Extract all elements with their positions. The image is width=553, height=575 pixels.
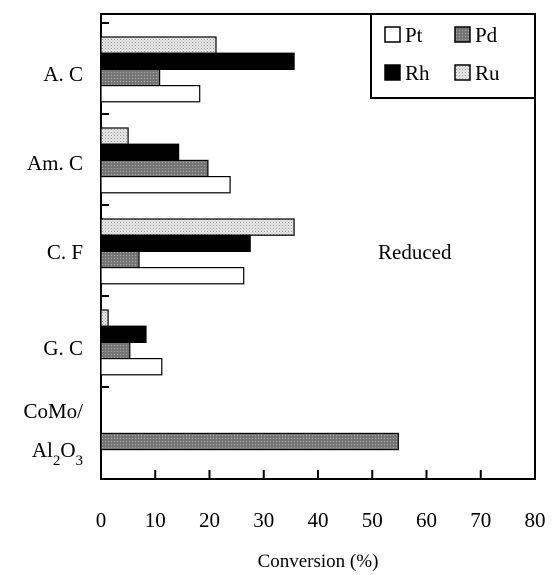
x-tick-label-50: 50 xyxy=(362,508,383,532)
category-ticks xyxy=(101,22,109,388)
x-axis-title: Conversion (%) xyxy=(258,551,379,572)
bar-pd-5 xyxy=(100,432,399,451)
bar-rh-2 xyxy=(100,143,180,161)
legend-label-pt: Pt xyxy=(405,23,423,47)
bars-layer xyxy=(100,36,399,451)
bar-rh-1 xyxy=(100,52,295,71)
bar-ru-2 xyxy=(100,127,129,145)
bar-pd-2 xyxy=(100,159,209,178)
x-tick-label-30: 30 xyxy=(253,508,274,532)
category-label-2: Am. C xyxy=(27,151,83,175)
bar-ru-3 xyxy=(100,218,295,236)
category-label-4: G. C xyxy=(43,336,83,360)
bar-pd-3 xyxy=(100,250,140,269)
category-labels: A. C Am. C C. F G. C CoMo/Al2O3 xyxy=(23,62,83,469)
legend-swatch-ru xyxy=(454,64,471,81)
legend-label-rh: Rh xyxy=(405,61,430,85)
legend-swatch-pd xyxy=(454,26,471,43)
bar-pt-2 xyxy=(100,176,231,194)
category-label-5-line-1: CoMo/ xyxy=(23,399,83,423)
legend-swatch-pt xyxy=(384,26,401,43)
bar-pt-4 xyxy=(100,358,163,376)
bar-pd-4 xyxy=(100,341,131,360)
bar-pt-3 xyxy=(100,267,245,285)
x-tick-label-70: 70 xyxy=(470,508,491,532)
bar-ru-4 xyxy=(100,309,109,327)
x-tick-label-20: 20 xyxy=(199,508,220,532)
x-tick-label-60: 60 xyxy=(416,508,437,532)
legend-items: Pt Pd Rh Ru xyxy=(384,23,500,85)
category-label-1: A. C xyxy=(43,62,83,86)
legend-label-pd: Pd xyxy=(475,23,498,47)
x-tick-label-40: 40 xyxy=(308,508,329,532)
legend-swatch-rh xyxy=(384,64,401,81)
x-ticks: 0 10 20 30 40 50 60 70 80 xyxy=(96,470,546,532)
annotation-reduced: Reduced xyxy=(378,240,452,264)
bar-rh-4 xyxy=(100,325,147,344)
bar-pd-1 xyxy=(100,68,161,87)
category-label-5-line-2: Al2O3 xyxy=(32,438,83,469)
bar-pt-1 xyxy=(100,84,201,103)
x-tick-label-80: 80 xyxy=(525,508,546,532)
legend: Pt Pd Rh Ru xyxy=(370,13,536,99)
legend-label-ru: Ru xyxy=(475,61,500,85)
category-label-3: C. F xyxy=(47,240,83,264)
bar-rh-3 xyxy=(100,234,251,252)
x-tick-label-10: 10 xyxy=(145,508,166,532)
x-tick-label-0: 0 xyxy=(96,508,107,532)
bar-ru-1 xyxy=(100,36,217,54)
